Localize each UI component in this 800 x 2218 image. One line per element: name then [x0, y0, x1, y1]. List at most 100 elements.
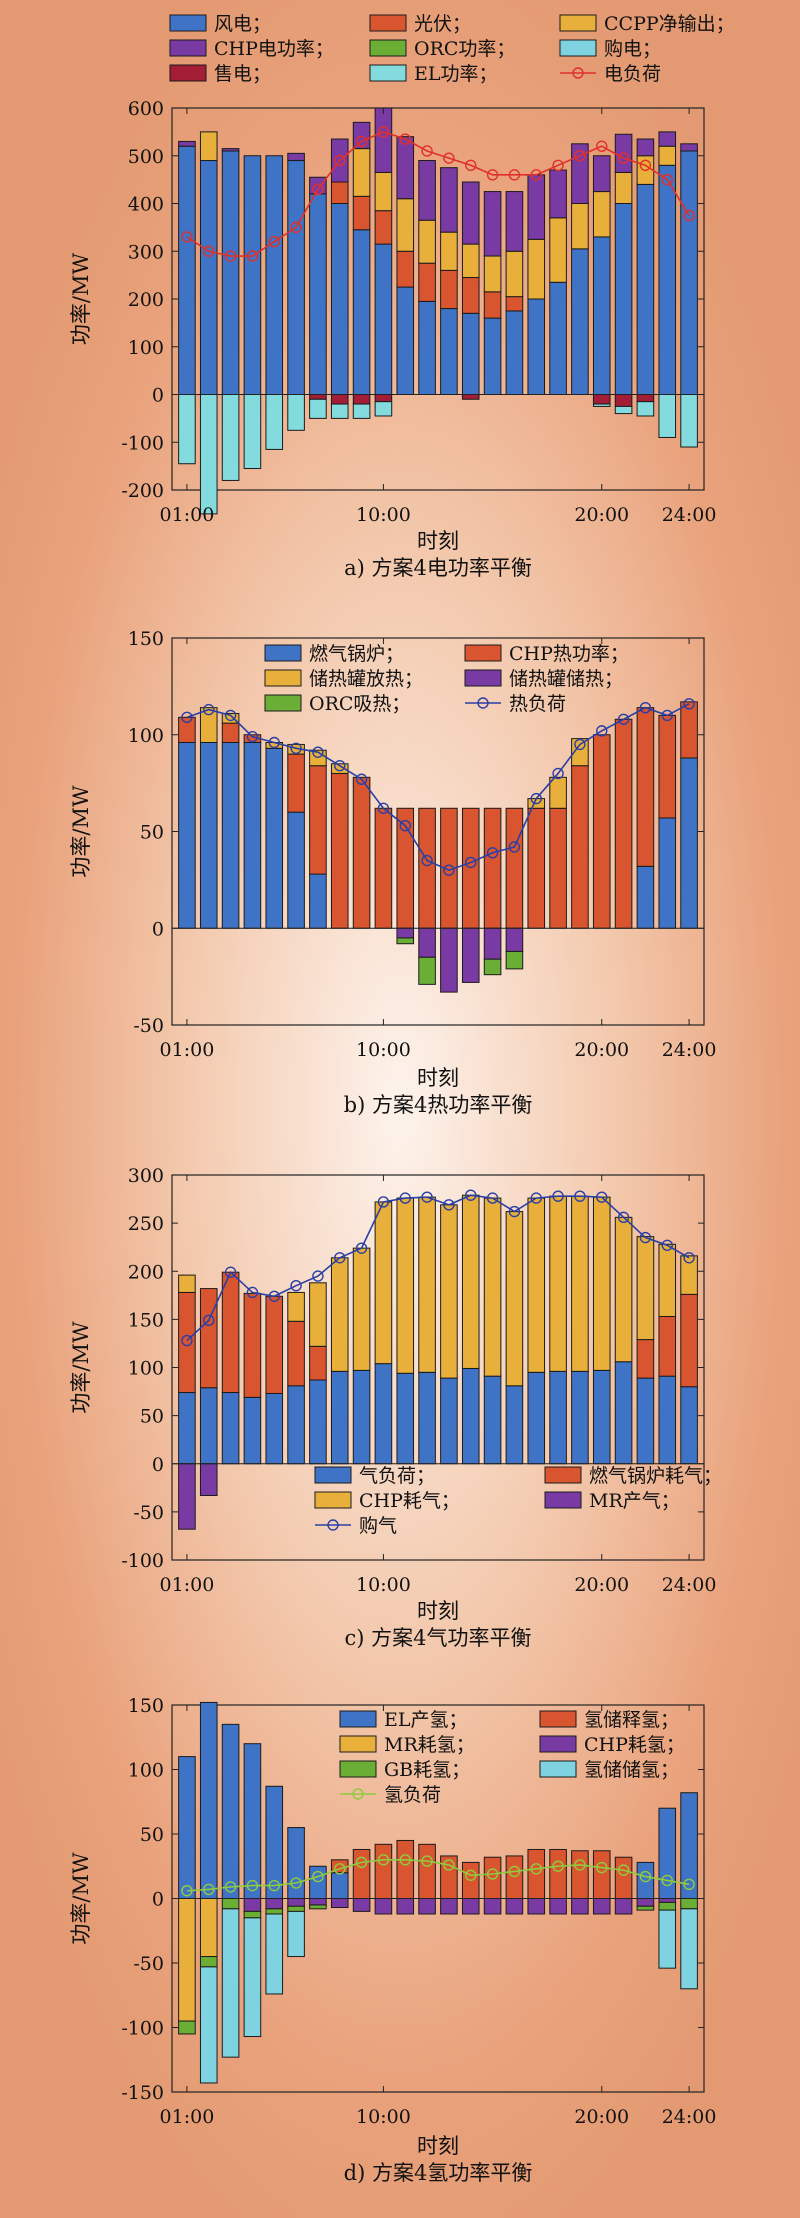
- bar-series4-h9: [352, 1898, 371, 1912]
- bar-series4-h6: [287, 152, 305, 162]
- bar-series3-h3: [221, 712, 240, 724]
- bar-series3-h19: [571, 1195, 589, 1372]
- x-tick-label: 24:00: [662, 1039, 717, 1061]
- line-point-h2: [203, 1314, 215, 1327]
- bar-series1-h16: [505, 310, 524, 395]
- y-tick-label: 500: [128, 146, 164, 168]
- line-point-h11: [399, 819, 411, 832]
- bar-series3-h18: [549, 217, 567, 283]
- chart-panel-2: -50 0 50 100 150 01:00 10:00 20:00 24:00 时刻 功率/MW b…: [69, 628, 716, 1117]
- y-tick-label: 100: [128, 1358, 164, 1380]
- bar-series4-h20: [592, 155, 611, 193]
- bar-series5-h23: [658, 1901, 677, 1911]
- line-point-h15: [486, 847, 499, 859]
- bar-series1-h12: [418, 300, 436, 396]
- bar-series3-h1: [178, 1898, 196, 2022]
- legend-marker: [352, 1788, 364, 1800]
- line-point-h6: [290, 1877, 302, 1889]
- line-point-h3: [224, 1881, 237, 1893]
- y-tick-label: -100: [121, 2018, 164, 2040]
- bar-series8-h3: [221, 394, 240, 481]
- line-point-h4: [246, 250, 259, 262]
- line-point-h8: [334, 154, 346, 167]
- bar-series5-h5: [265, 1908, 284, 1915]
- bar-series2-h14: [461, 277, 480, 314]
- bar-series2-h4: [243, 1292, 262, 1398]
- bar-series3-h16: [505, 1211, 524, 1387]
- bar-series4-h4: [243, 1898, 262, 1912]
- bar-series5-h16: [505, 950, 524, 970]
- bar-series3-h13: [440, 231, 458, 271]
- line-point-h19: [574, 738, 586, 751]
- bar-series4-h12: [418, 160, 436, 221]
- legend-label: 储热罐放热；: [309, 668, 423, 690]
- line-point-h7: [312, 746, 324, 758]
- bar-series1-h22: [636, 865, 655, 929]
- bar-series4-h6: [287, 1898, 305, 1907]
- bar-series1-h18: [549, 281, 567, 396]
- legend-label: ORC吸热；: [309, 693, 410, 715]
- legend-swatch: [539, 1735, 577, 1753]
- bar-series3-h8: [330, 1257, 349, 1372]
- bar-series1-h14: [461, 1367, 480, 1465]
- chart-caption: a) 方案4电功率平衡: [344, 556, 532, 580]
- legend-swatch: [264, 669, 302, 687]
- bar-series1-h1: [178, 1756, 196, 1899]
- line-point-h22: [639, 159, 652, 172]
- line-point-h1: [181, 1334, 193, 1347]
- bar-series2-h19: [571, 765, 589, 929]
- bar-series4-h16: [505, 927, 524, 952]
- bar-series2-h19: [571, 1850, 589, 1900]
- bar-series4-h7: [309, 1898, 327, 1906]
- line-point-h16: [508, 841, 521, 853]
- y-tick-label: -100: [121, 432, 164, 454]
- bar-series1-h12: [418, 1371, 436, 1465]
- line-point-h2: [203, 245, 215, 257]
- y-tick-label: -150: [121, 2082, 164, 2104]
- legend-label: GB耗氢；: [384, 1759, 470, 1781]
- x-tick-label: 10:00: [356, 2106, 411, 2128]
- line-point-h22: [639, 701, 652, 714]
- legend-label: CHP耗气；: [359, 1490, 460, 1512]
- bar-series4-h18: [549, 169, 567, 219]
- line-point-h22: [639, 1870, 652, 1883]
- legend-label: CHP热功率；: [509, 643, 629, 665]
- bar-series4-h22: [636, 1898, 655, 1907]
- line-point-h10: [377, 802, 390, 814]
- bar-series8-h2: [199, 394, 218, 515]
- bar-series2-h16: [505, 1855, 524, 1900]
- bar-series2-h1: [178, 716, 196, 743]
- x-tick-label: 10:00: [356, 1574, 411, 1596]
- bar-series3-h17: [527, 238, 546, 300]
- bar-series1-h8: [330, 203, 349, 395]
- bar-series5-h4: [243, 1910, 262, 1919]
- bar-series8-h20: [592, 403, 611, 407]
- legend-label: CHP电功率；: [214, 38, 334, 60]
- bar-series5-h11: [396, 937, 415, 945]
- bar-series3-h17: [527, 1197, 546, 1373]
- bar-series2-h16: [505, 296, 524, 312]
- bar-series1-h1: [178, 1392, 196, 1465]
- legend-swatch: [264, 694, 302, 712]
- bar-series2-h9: [352, 195, 371, 231]
- bar-series4-h19: [571, 1898, 589, 1915]
- bar-series4-h15: [483, 1898, 502, 1915]
- y-tick-label: 50: [140, 1406, 164, 1428]
- bar-series6-h2: [199, 1966, 218, 2084]
- bar-series5-h24: [680, 1898, 698, 1910]
- bar-series2-h6: [287, 1320, 305, 1387]
- y-tick-label: 50: [140, 1824, 164, 1846]
- x-axis-label: 时刻: [417, 1066, 459, 1090]
- legend-label: EL产氢；: [384, 1709, 468, 1731]
- y-tick-label: -50: [133, 1502, 164, 1524]
- line-point-h11: [399, 1192, 411, 1204]
- bar-series8-h7: [309, 398, 327, 419]
- bar-series1-h14: [461, 312, 480, 396]
- legend-swatch: [369, 64, 407, 82]
- bar-series2-h2: [199, 1288, 218, 1389]
- legend-swatch: [169, 64, 207, 82]
- bar-series3-h15: [483, 255, 502, 293]
- bar-series1-h6: [287, 1385, 305, 1465]
- bar-series8-h21: [614, 405, 633, 415]
- bar-series3-h13: [440, 1204, 458, 1379]
